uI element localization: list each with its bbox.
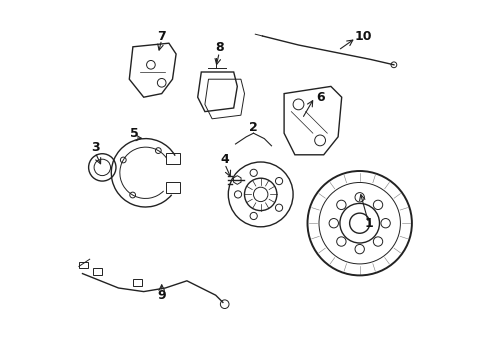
Bar — [93, 268, 102, 275]
Text: 9: 9 — [157, 289, 165, 302]
Text: 8: 8 — [215, 41, 223, 54]
Bar — [79, 262, 88, 268]
Bar — [166, 153, 180, 164]
Text: 7: 7 — [157, 30, 166, 42]
Bar — [133, 279, 142, 286]
Text: 6: 6 — [315, 91, 324, 104]
Bar — [166, 182, 180, 193]
Text: 1: 1 — [364, 217, 372, 230]
Text: 4: 4 — [220, 153, 228, 166]
Text: 5: 5 — [130, 127, 139, 140]
Text: 2: 2 — [248, 121, 257, 134]
Text: 3: 3 — [91, 141, 99, 154]
Text: 10: 10 — [354, 30, 371, 42]
